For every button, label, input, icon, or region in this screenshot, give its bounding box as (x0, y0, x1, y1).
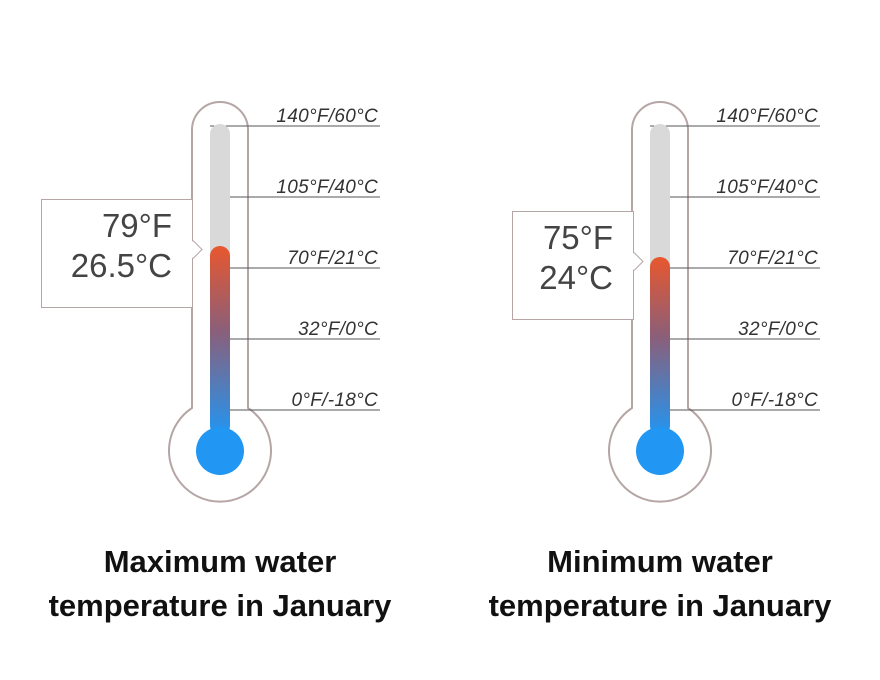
thermometer-bulb (636, 427, 684, 475)
scale-label: 140°F/60°C (716, 106, 818, 127)
tube-mercury (650, 257, 670, 436)
scale-label: 0°F/-18°C (291, 390, 378, 411)
tube-mercury (210, 246, 230, 436)
scale-gridlines (650, 125, 820, 411)
caption-line-1: Maximum water (103, 544, 337, 579)
thermometer-bulb (196, 427, 244, 475)
thermometer-graphic: 140°F/60°C 105°F/40°C 70°F/21°C 32°F/0°C 0°F… (168, 101, 380, 503)
scale-label: 0°F/-18°C (731, 390, 818, 411)
scale-label: 70°F/21°C (727, 248, 818, 269)
thermometer-min: 140°F/60°C 105°F/40°C 70°F/21°C 32°F/0°C 0°F… (440, 0, 880, 680)
caption-line-2: temperature in January (488, 588, 832, 623)
thermometer-caption: Maximum water temperature in January (0, 540, 440, 628)
thermometer-caption: Minimum water temperature in January (440, 540, 880, 628)
caption-line-2: temperature in January (48, 588, 392, 623)
reading-callout: 79°F 26.5°C (41, 199, 203, 308)
scale-label: 70°F/21°C (287, 248, 378, 269)
reading-fahrenheit: 79°F (101, 207, 172, 244)
caption-line-1: Minimum water (547, 544, 773, 579)
scale-gridlines (210, 125, 380, 411)
thermometer-graphic: 140°F/60°C 105°F/40°C 70°F/21°C 32°F/0°C 0°F… (608, 101, 820, 503)
scale-label: 140°F/60°C (276, 106, 378, 127)
scale-label: 105°F/40°C (276, 177, 378, 198)
reading-callout: 75°F 24°C (512, 211, 644, 320)
reading-celsius: 24°C (539, 259, 613, 296)
thermometer-max: 140°F/60°C 105°F/40°C 70°F/21°C 32°F/0°C 0°F… (0, 101, 440, 628)
reading-fahrenheit: 75°F (542, 219, 613, 256)
scale-label: 32°F/0°C (298, 319, 378, 340)
scale-label: 32°F/0°C (738, 319, 818, 340)
scale-label: 105°F/40°C (716, 177, 818, 198)
reading-celsius: 26.5°C (70, 247, 172, 284)
